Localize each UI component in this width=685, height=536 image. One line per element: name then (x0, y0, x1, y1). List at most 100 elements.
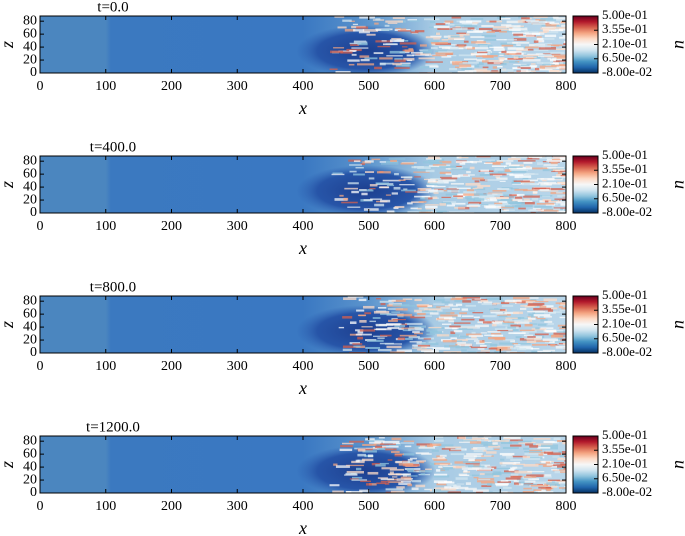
field-texture (562, 442, 566, 445)
field-texture (551, 158, 561, 161)
field-texture (469, 474, 480, 477)
field-texture (513, 38, 527, 41)
field-texture (517, 200, 533, 203)
field-texture (528, 313, 535, 316)
field-texture (481, 481, 495, 484)
field-texture (376, 298, 382, 300)
field-texture (425, 54, 436, 56)
field-texture (440, 314, 458, 317)
field-texture (356, 26, 369, 29)
field-texture (496, 160, 514, 162)
field-texture (552, 469, 566, 472)
field-texture (523, 57, 535, 60)
field-texture (375, 445, 387, 449)
field-texture (433, 459, 448, 461)
field-texture (497, 69, 514, 72)
field-texture (463, 25, 478, 28)
field-texture (540, 184, 547, 187)
field-texture (559, 454, 566, 457)
field (40, 296, 566, 353)
field-texture (418, 446, 435, 449)
field-texture (375, 328, 392, 331)
field-texture (560, 463, 566, 466)
field-texture (510, 170, 527, 173)
colorbar-tick-label: 3.55e-01 (602, 161, 648, 176)
field-texture (419, 66, 436, 69)
field-texture (534, 340, 550, 343)
field-texture (532, 167, 549, 170)
field-texture (358, 298, 367, 302)
field-texture (548, 169, 565, 171)
field-texture (507, 157, 521, 161)
field-texture (406, 54, 415, 57)
field-texture (463, 191, 477, 194)
field-texture (512, 463, 525, 466)
x-tick-label: 500 (358, 499, 379, 514)
field-texture (347, 59, 360, 62)
field-texture (535, 68, 553, 71)
field-texture (445, 173, 452, 175)
colorbar-tick-label: -8.00e-02 (602, 344, 652, 359)
field-texture (429, 443, 442, 446)
field-texture (480, 344, 487, 347)
colorbar-tick-label: 3.55e-01 (602, 301, 648, 316)
field-texture (430, 178, 442, 180)
field-texture (369, 184, 378, 187)
field-texture (523, 195, 540, 198)
field-texture (349, 170, 357, 173)
field-texture (397, 30, 412, 32)
field-texture (511, 193, 525, 196)
field-texture (523, 334, 534, 337)
field-texture (527, 336, 536, 338)
x-tick-label: 300 (227, 499, 248, 514)
field-texture (556, 71, 562, 73)
field-texture (465, 482, 471, 485)
field-texture (352, 343, 363, 345)
field-texture (481, 485, 492, 488)
field-texture (364, 171, 375, 174)
field-texture (564, 307, 566, 310)
field-texture (533, 336, 543, 339)
field-texture (439, 160, 452, 164)
field-texture (368, 483, 377, 486)
field-texture (465, 183, 481, 186)
field-texture (462, 300, 472, 303)
field-texture (550, 182, 561, 185)
field-texture (470, 36, 485, 39)
field-texture (521, 18, 526, 21)
field-texture (517, 160, 536, 162)
panel-title: t=400.0 (90, 139, 136, 155)
field-texture (545, 203, 556, 206)
field-texture (374, 440, 385, 443)
field-texture (530, 211, 536, 213)
field-texture (500, 17, 511, 20)
field-texture (475, 342, 492, 345)
field-texture (480, 179, 488, 182)
field-texture (529, 323, 538, 325)
y-axis-label: z (0, 181, 17, 189)
field-texture (535, 40, 545, 43)
field-texture (503, 53, 517, 55)
field-texture (360, 480, 372, 482)
field-texture (343, 197, 349, 201)
field-texture (449, 325, 461, 328)
field-texture (527, 471, 545, 473)
field-texture (405, 337, 413, 341)
field-texture (459, 312, 468, 315)
field-texture (456, 483, 465, 485)
field-texture (473, 316, 480, 318)
field-texture (417, 207, 422, 210)
field-texture (507, 50, 522, 54)
field-texture (391, 437, 402, 441)
field-texture (521, 17, 530, 20)
field-texture (562, 346, 566, 349)
field-texture (434, 439, 444, 442)
field-texture (557, 439, 566, 442)
field-texture (514, 175, 532, 178)
field-texture (469, 310, 475, 312)
field-texture (522, 21, 531, 23)
field-texture (436, 469, 441, 472)
field-texture (371, 462, 381, 466)
field-texture (550, 466, 557, 468)
field-texture (522, 476, 533, 480)
